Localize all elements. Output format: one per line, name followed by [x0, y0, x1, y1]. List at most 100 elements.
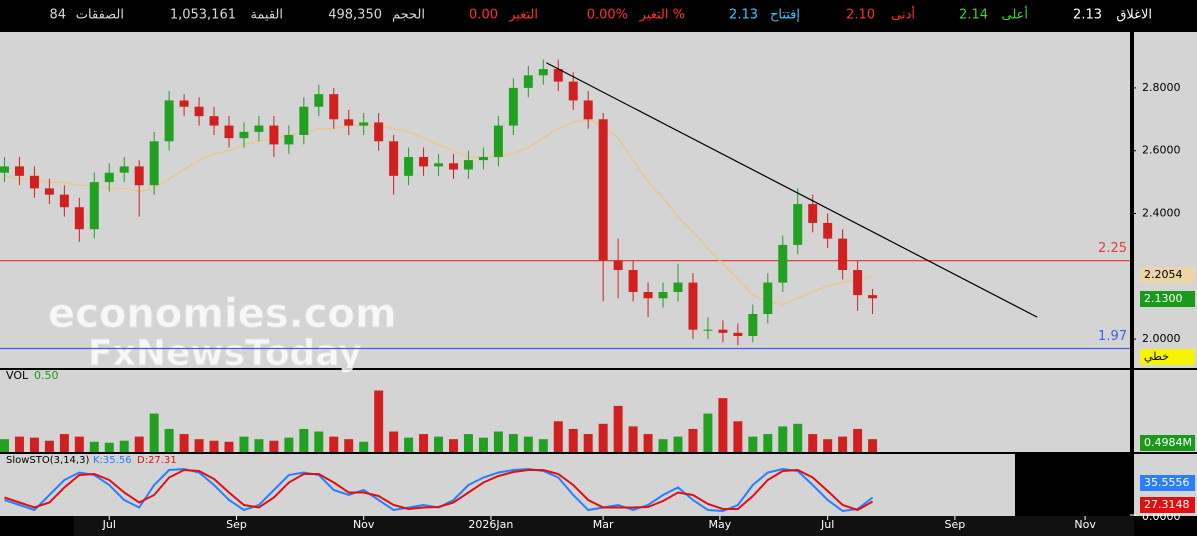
stoch-title: SlowSTO(3,14,3) [6, 455, 89, 466]
style-label: خطي [1144, 350, 1169, 363]
candle-body [449, 163, 458, 170]
volume-title: VOL [6, 369, 29, 382]
y-tick-label: 0.0000 [1142, 510, 1181, 523]
volume-bar [419, 434, 429, 452]
price-label-box [1140, 291, 1195, 307]
x-tick-label: May [709, 518, 732, 531]
volume-subtitle: 0.50 [34, 369, 59, 382]
candle-body [778, 244, 788, 283]
candle-body [389, 141, 399, 176]
price-axis [1134, 32, 1197, 368]
x-tick-label: Sep [226, 518, 247, 531]
candle-body [463, 160, 473, 170]
candle-body [583, 100, 593, 120]
volume-bar [44, 440, 54, 452]
volume-bar [209, 440, 219, 452]
volume-bar [658, 439, 668, 452]
x-tick-label: Nov [1074, 518, 1096, 531]
volume-bar [583, 434, 593, 452]
candle-body [703, 329, 713, 331]
volume-bar [179, 434, 189, 452]
candle-body [344, 119, 354, 126]
watermark: FxNewsToday [88, 333, 362, 374]
candle-body [688, 282, 698, 330]
stoch-d-label: D:27.31 [137, 455, 177, 466]
volume-bar [89, 441, 99, 452]
volume-bar [74, 436, 84, 452]
volume-bar [134, 436, 144, 452]
stat-value: 1,053,161 [170, 8, 236, 23]
volume-bar [853, 428, 863, 452]
candle-body [643, 292, 653, 299]
candle-body [493, 125, 503, 157]
candle-body [164, 100, 174, 142]
volume-bar [748, 436, 758, 452]
volume-bar [778, 426, 788, 452]
candle-body [853, 270, 863, 296]
stat-label: التغير % [639, 8, 685, 23]
x-tick-label: Jul [820, 518, 834, 531]
volume-bar [703, 413, 713, 452]
candle-body [628, 270, 638, 293]
volume-bar [868, 439, 878, 452]
candle-body [44, 188, 54, 195]
moving-average [4, 118, 873, 306]
volume-bar [673, 436, 683, 452]
price-panel [0, 32, 1130, 368]
stat-value: 2.14 [959, 8, 988, 23]
candle-body [239, 131, 249, 139]
volume-bar [104, 442, 114, 452]
y-tick-label: 2.4000 [1142, 207, 1181, 220]
horizontal-line-label: 1.97 [1098, 329, 1127, 344]
candle-body [374, 122, 384, 142]
candle-body [359, 122, 369, 126]
candle-body [733, 332, 743, 336]
volume-bar [493, 431, 503, 452]
candle-body [179, 100, 189, 107]
volume-bar [763, 434, 773, 452]
volume-bar [643, 434, 653, 452]
volume-bar [119, 440, 129, 452]
volume-bar [374, 390, 384, 452]
stat-value: 2.13 [729, 8, 758, 23]
y-tick-label: 2.8000 [1142, 81, 1181, 94]
stat-label: القيمة [250, 8, 283, 23]
volume-bar [194, 439, 204, 452]
stat-label: الاغلاق [1116, 8, 1152, 23]
stat-label: أعلى [1001, 6, 1028, 23]
candle-body [613, 260, 623, 271]
candle-body [868, 295, 878, 299]
candle-body [478, 156, 488, 161]
candle-body [329, 94, 339, 120]
horizontal-line-label: 2.25 [1098, 241, 1127, 256]
candle-body [538, 69, 548, 76]
candle-body [763, 282, 773, 314]
stat-label: التغير [508, 8, 538, 23]
stat-value: 498,350 [328, 8, 382, 23]
candle-body [314, 94, 324, 107]
volume-bar [14, 436, 24, 452]
volume-bar [269, 440, 279, 452]
volume-bar [838, 436, 848, 452]
stat-value: 0.00 [469, 8, 498, 23]
ma-label-box [1140, 267, 1195, 283]
watermark: economies.com [48, 291, 397, 337]
candle-body [673, 282, 683, 293]
volume-bar [628, 426, 638, 452]
volume-bar [613, 405, 623, 452]
volume-bar [478, 437, 488, 452]
volume-bar [389, 431, 399, 452]
volume-bar [29, 437, 39, 452]
style-label-box [1140, 349, 1195, 365]
volume-bar [823, 439, 833, 452]
stat-label: إفتتاح [770, 8, 800, 23]
volume-bar [59, 434, 69, 452]
stoch-line [4, 468, 874, 512]
candle-body [598, 119, 608, 261]
volume-bar [284, 437, 294, 452]
x-tick-label: Sep [945, 518, 966, 531]
candle-body [74, 207, 84, 230]
volume-bar [598, 423, 608, 452]
ma-label: 2.2054 [1144, 268, 1183, 281]
